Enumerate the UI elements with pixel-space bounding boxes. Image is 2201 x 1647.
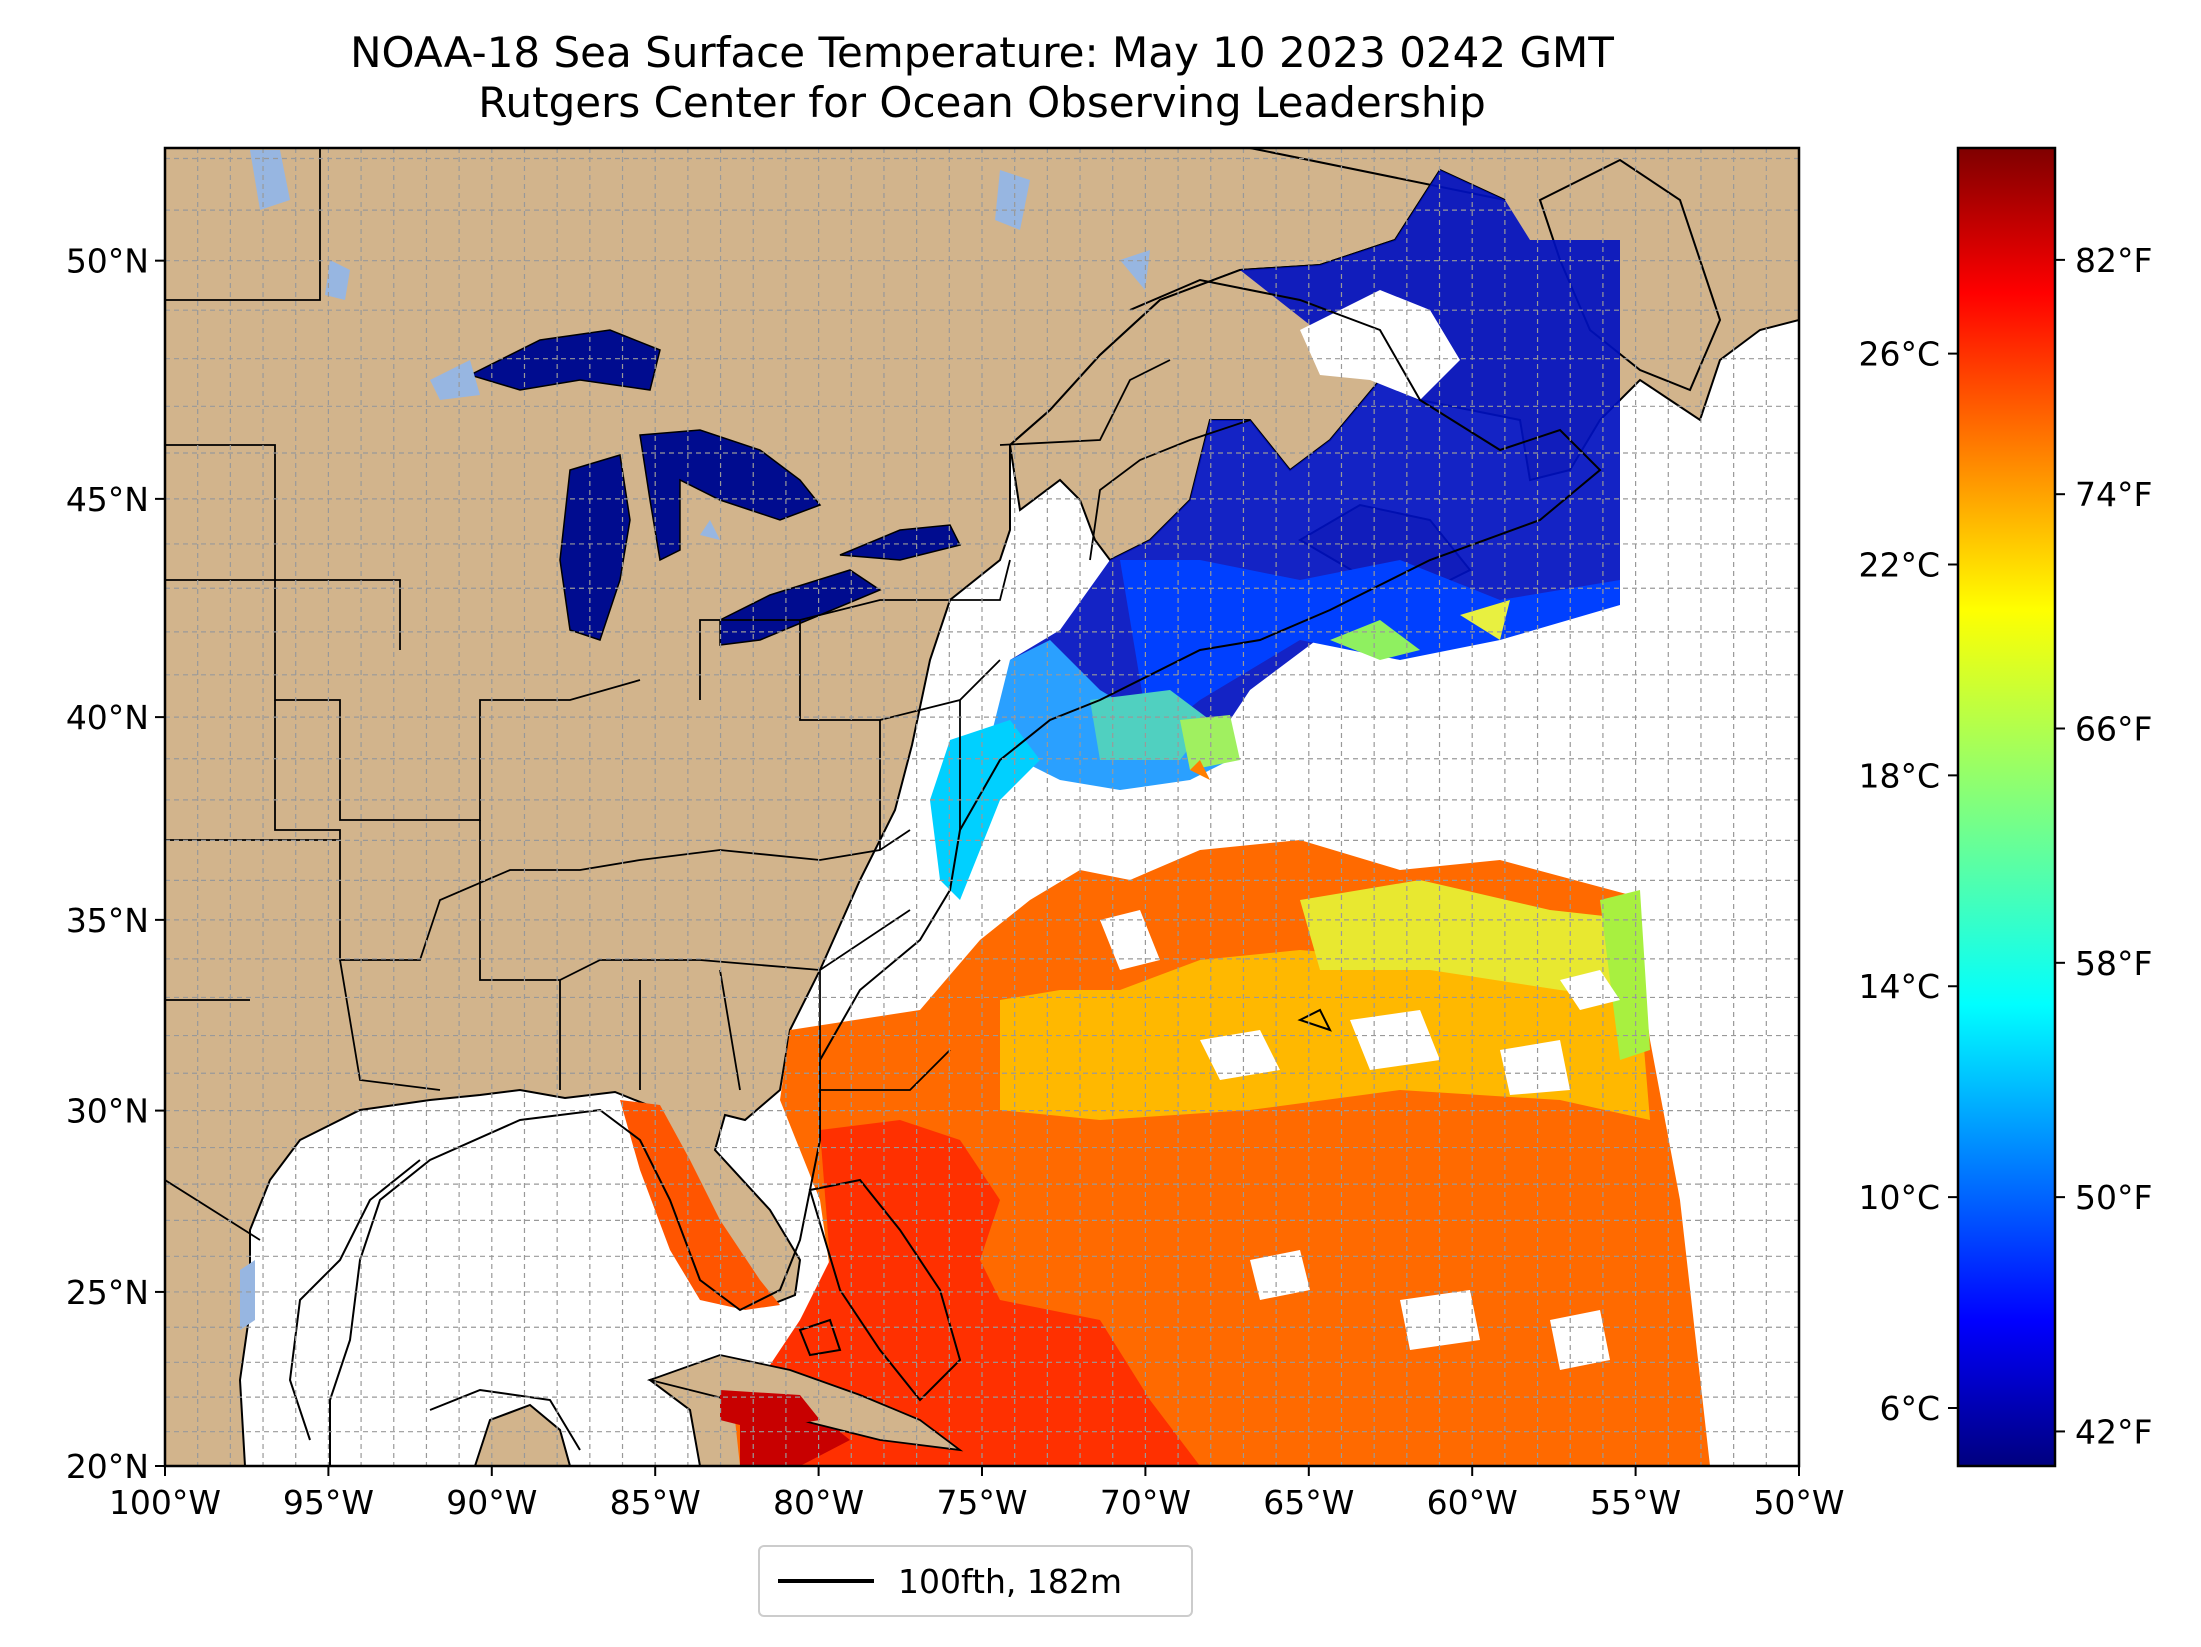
- fahrenheit-tick-label: 50°F: [2075, 1178, 2152, 1217]
- lat-label: 45°N: [66, 480, 149, 519]
- sst-data: [620, 170, 1710, 1466]
- lon-label: 85°W: [610, 1483, 701, 1522]
- lon-label: 60°W: [1427, 1483, 1518, 1522]
- legend-contour-line: [778, 1579, 874, 1583]
- lat-label: 40°N: [66, 698, 149, 737]
- lon-label: 55°W: [1590, 1483, 1681, 1522]
- fahrenheit-tick-label: 74°F: [2075, 475, 2152, 514]
- lon-label: 65°W: [1263, 1483, 1354, 1522]
- lat-label: 50°N: [66, 242, 149, 281]
- legend-label: 100fth, 182m: [898, 1561, 1122, 1601]
- political-boundaries: [165, 148, 1251, 1241]
- cuba-coastal-sst: [720, 1390, 820, 1430]
- lon-label: 100°W: [109, 1483, 221, 1522]
- fahrenheit-tick-label: 58°F: [2075, 944, 2152, 983]
- celsius-tick-label: 22°C: [1858, 545, 1940, 584]
- graticule: [165, 148, 1799, 1466]
- map-panel: [165, 148, 1799, 1466]
- lat-label: 35°N: [66, 901, 149, 940]
- lat-label: 30°N: [66, 1092, 149, 1131]
- colorbar-fahrenheit-ticks: 82°F 74°F 66°F 58°F 50°F 42°F: [2055, 241, 2152, 1451]
- lon-label: 75°W: [936, 1483, 1027, 1522]
- inland-lakes: [240, 150, 1150, 1330]
- celsius-tick-label: 26°C: [1858, 335, 1940, 374]
- legend: 100fth, 182m: [758, 1545, 1193, 1617]
- celsius-tick-label: 14°C: [1858, 967, 1940, 1006]
- celsius-tick-label: 6°C: [1879, 1389, 1940, 1428]
- lon-label: 70°W: [1100, 1483, 1191, 1522]
- lat-label: 25°N: [66, 1273, 149, 1312]
- lon-label: 95°W: [283, 1483, 374, 1522]
- fahrenheit-tick-label: 82°F: [2075, 241, 2152, 280]
- colorbar-celsius-ticks: 26°C 22°C 18°C 14°C 10°C 6°C: [1858, 335, 1958, 1428]
- latitude-labels: 50°N 45°N 40°N 35°N 30°N 25°N 20°N: [66, 242, 165, 1486]
- map-subtitle: Rutgers Center for Ocean Observing Leade…: [478, 78, 1486, 127]
- lon-label: 80°W: [773, 1483, 864, 1522]
- lon-label: 90°W: [446, 1483, 537, 1522]
- map-title: NOAA-18 Sea Surface Temperature: May 10 …: [350, 28, 1614, 77]
- fahrenheit-tick-label: 42°F: [2075, 1412, 2152, 1451]
- longitude-labels: 100°W 95°W 90°W 85°W 80°W 75°W 70°W 65°W 60°W 55°…: [109, 1466, 1845, 1522]
- colorbar: 26°C 22°C 18°C 14°C 10°C 6°C 82°F 74°F 66°F 58°F…: [1858, 146, 2152, 1468]
- celsius-tick-label: 18°C: [1858, 756, 1940, 795]
- great-lakes: [467, 329, 962, 646]
- colorbar-gradient: [1956, 146, 2057, 1468]
- lat-label: 20°N: [66, 1447, 149, 1486]
- fahrenheit-tick-label: 66°F: [2075, 710, 2152, 749]
- lon-label: 50°W: [1753, 1483, 1844, 1522]
- bathymetry-contour: [288, 278, 1602, 1466]
- celsius-tick-label: 10°C: [1858, 1178, 1940, 1217]
